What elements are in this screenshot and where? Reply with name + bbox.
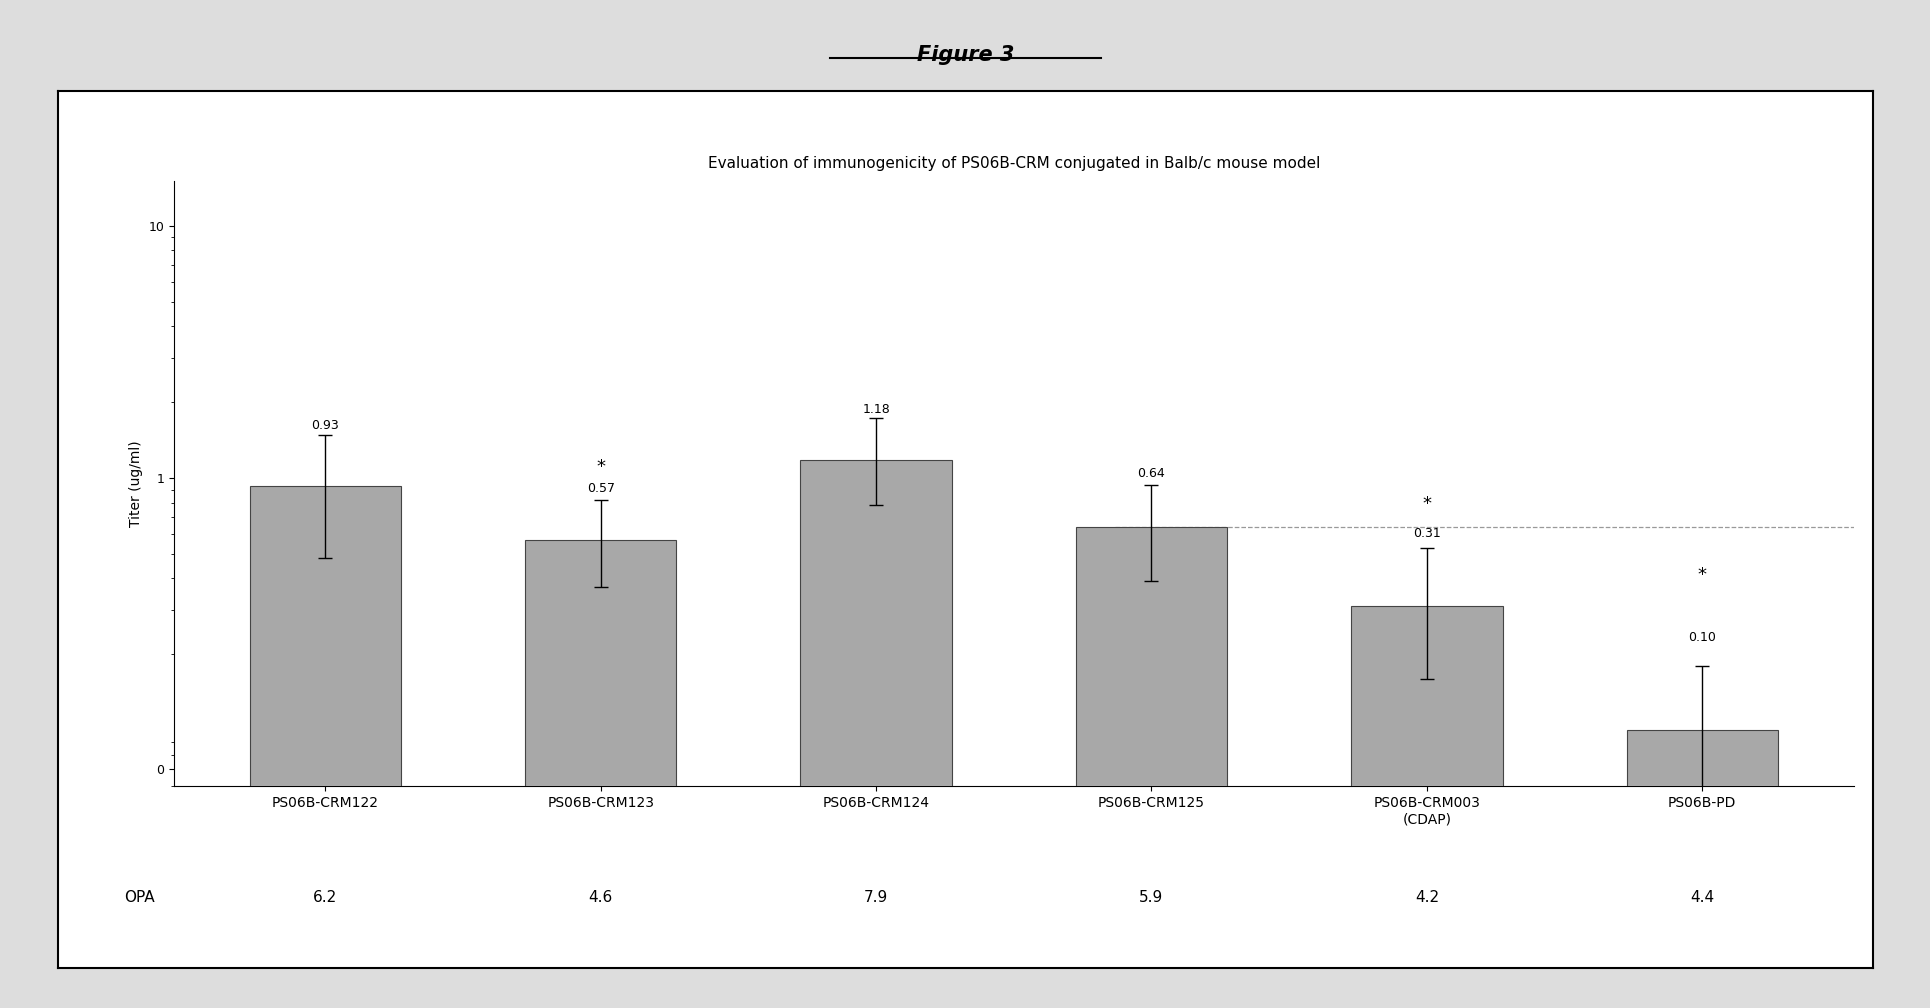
Text: 7.9: 7.9	[863, 890, 888, 904]
Y-axis label: Titer (ug/ml): Titer (ug/ml)	[129, 440, 143, 527]
Title: Evaluation of immunogenicity of PS06B-CRM conjugated in Balb/c mouse model: Evaluation of immunogenicity of PS06B-CR…	[706, 155, 1320, 170]
Text: *: *	[1696, 566, 1706, 584]
Bar	[1075, 527, 1227, 1008]
Text: 0.93: 0.93	[311, 419, 340, 432]
Text: 4.2: 4.2	[1415, 890, 1438, 904]
Bar	[799, 460, 951, 1008]
Bar	[525, 539, 676, 1008]
Text: 0.57: 0.57	[587, 482, 614, 495]
Text: *: *	[1422, 495, 1430, 512]
Bar	[1351, 607, 1502, 1008]
Text: 0.10: 0.10	[1687, 631, 1716, 644]
Text: 0.64: 0.64	[1137, 468, 1164, 480]
Text: OPA: OPA	[124, 890, 154, 904]
Text: 6.2: 6.2	[313, 890, 338, 904]
Bar	[249, 486, 401, 1008]
Text: Figure 3: Figure 3	[917, 45, 1013, 66]
Text: 5.9: 5.9	[1139, 890, 1164, 904]
Text: 4.4: 4.4	[1689, 890, 1714, 904]
Text: 4.6: 4.6	[589, 890, 612, 904]
Text: 0.31: 0.31	[1413, 526, 1440, 539]
Text: 1.18: 1.18	[863, 402, 890, 415]
Text: *: *	[596, 458, 604, 476]
Bar	[1625, 730, 1778, 1008]
